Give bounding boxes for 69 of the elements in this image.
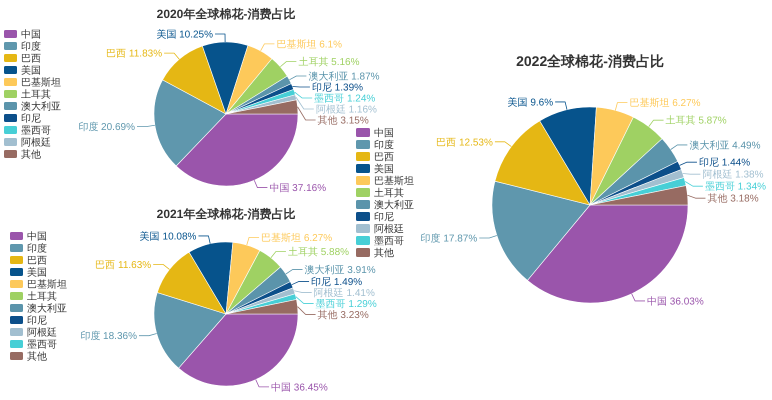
legend-label: 巴基斯坦 [374,175,414,187]
legend-label: 印度 [27,242,47,254]
category-label: 中国 36.03% [647,296,704,308]
legend-label: 美国 [374,163,394,175]
category-label: 墨西哥 1.34% [704,182,766,193]
category-label: 墨西哥 1.29% [316,298,377,310]
legend-label: 墨西哥 [374,236,404,247]
chart-title: 2021年全球棉花-消费占比 [156,207,296,221]
category-label: 巴西 12.53% [436,137,493,148]
category-label: 澳大利亚 3.91% [304,265,376,276]
category-label: 印尼 1.44% [698,158,750,169]
legend-label: 印尼 [374,211,394,223]
legend-label: 澳大利亚 [374,199,414,211]
legend-label: 巴基斯坦 [21,76,61,88]
category-label: 印尼 1.49% [311,276,362,288]
category-label: 其他 3.15% [318,116,369,127]
category-label: 中国 36.45% [271,382,328,394]
legend-label: 中国 [374,127,394,139]
chart-title: 2022全球棉花-消费占比 [516,53,664,69]
category-label: 美国 9.6% [508,97,554,108]
legend-label: 其他 [374,247,394,259]
category-label: 巴西 11.83% [106,48,162,60]
legend-label: 澳大利亚 [21,100,61,112]
legend-label: 澳大利亚 [27,302,67,314]
category-label: 其他 3.18% [707,194,759,205]
category-label: 阿根廷 1.16% [316,104,377,116]
legend-label: 阿根廷 [21,136,51,148]
legend-label: 美国 [27,266,47,278]
category-label: 其他 3.23% [318,310,369,321]
category-label: 巴基斯坦 6.27% [261,232,332,244]
legend-label: 印尼 [27,314,47,326]
category-label: 阿根廷 1.41% [314,288,375,299]
category-label: 美国 10.08% [140,231,196,242]
legend-label: 墨西哥 [27,340,57,350]
legend-label: 其他 [27,350,47,362]
category-label: 中国 37.16% [269,183,326,194]
category-label: 印度 17.87% [420,233,478,244]
legend-label: 美国 [21,64,41,76]
category-label: 印尼 1.39% [312,82,364,94]
legend-label: 其他 [21,148,41,160]
legend-label: 中国 [27,230,47,242]
legend-label: 土耳其 [374,187,404,199]
chart-title: 2020年全球棉花-消费占比 [156,7,296,21]
legend-label: 印度 [374,139,394,151]
category-label: 土耳其 5.87% [666,116,727,127]
category-label: 土耳其 5.16% [298,57,360,68]
legend-label: 土耳其 [27,290,57,302]
category-label: 澳大利亚 4.49% [689,140,760,152]
category-label: 印度 18.36% [80,331,137,342]
category-label: 印度 20.69% [78,122,135,133]
category-label: 巴基斯坦 6.1% [276,39,342,50]
legend-label: 巴西 [27,256,47,266]
category-label: 巴基斯坦 6.27% [629,98,701,110]
category-label: 巴西 11.63% [95,260,152,271]
category-label: 墨西哥 1.24% [314,94,376,105]
legend-label: 阿根廷 [27,326,57,338]
legend-label: 阿根廷 [374,223,404,235]
category-label: 阿根廷 1.38% [702,170,764,181]
legend-label: 中国 [21,28,41,40]
category-label: 土耳其 5.88% [288,247,350,258]
category-label: 澳大利亚 1.87% [308,72,380,83]
legend-label: 巴西 [21,54,41,64]
legend-label: 印尼 [21,112,41,124]
legend-label: 墨西哥 [21,126,51,136]
legend-label: 巴基斯坦 [27,278,67,290]
legend-label: 巴西 [374,152,394,163]
legend-label: 印度 [21,40,41,52]
legend-label: 土耳其 [21,88,51,100]
category-label: 美国 10.25% [156,30,214,41]
